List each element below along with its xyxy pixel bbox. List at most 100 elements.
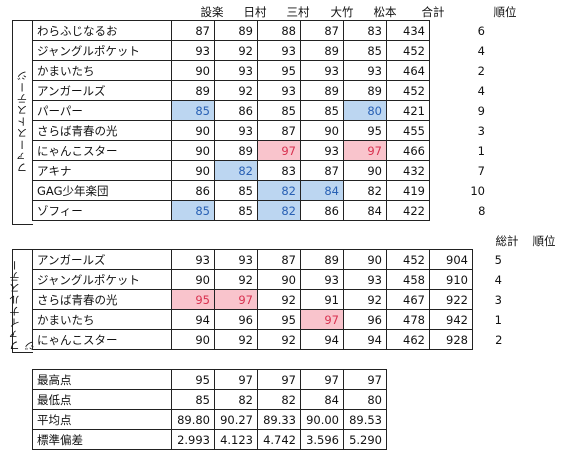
score-cell: 92 <box>214 329 258 350</box>
score-cell: 83 <box>343 20 387 41</box>
table-row: ジャングルポケット 90 92 90 93 93 458 910 4 <box>32 269 509 290</box>
score-cell: 93 <box>257 80 301 101</box>
score-cell: 86 <box>171 180 215 201</box>
score-cell: 87 <box>300 20 344 41</box>
stat-value: 82 <box>214 389 258 410</box>
grand-total-cell: 904 <box>429 249 473 270</box>
score-cell: 82 <box>257 180 301 201</box>
final-stage-frame <box>12 249 33 353</box>
contestant-name: アンガールズ <box>32 80 172 101</box>
score-cell: 93 <box>300 140 344 161</box>
rank-cell: 4 <box>477 43 485 58</box>
stat-value: 95 <box>171 369 215 390</box>
table-row: アンガールズ 89 92 93 89 89 452 4 <box>32 80 492 101</box>
grand-total-cell: 928 <box>429 329 473 350</box>
contestant-name: わらふじなるお <box>32 20 172 41</box>
rank-cell: 5 <box>494 252 502 267</box>
contestant-name: さらば青春の光 <box>32 289 172 310</box>
score-cell: 89 <box>214 20 258 41</box>
judge-name: 大竹 <box>330 5 354 19</box>
score-cell: 92 <box>343 289 387 310</box>
score-cell: 82 <box>257 200 301 221</box>
score-cell: 85 <box>214 180 258 201</box>
score-cell: 90 <box>343 249 387 270</box>
score-cell: 93 <box>343 60 387 81</box>
score-cell: 92 <box>214 80 258 101</box>
stat-value: 89.33 <box>257 409 301 430</box>
stat-value: 97 <box>300 369 344 390</box>
score-cell: 95 <box>257 309 301 330</box>
score-cell: 95 <box>171 289 215 310</box>
score-cell: 93 <box>214 249 258 270</box>
score-cell: 87 <box>171 20 215 41</box>
score-cell: 85 <box>214 200 258 221</box>
stat-value: 4.742 <box>257 429 301 450</box>
table-row: わらふじなるお 87 89 88 87 83 434 6 <box>32 20 492 41</box>
stats-table: 最高点 95 97 97 97 97 最低点 85 82 82 84 80 平均点 89.80 90.27 8… <box>32 369 387 450</box>
score-cell: 89 <box>300 80 344 101</box>
stat-value: 2.993 <box>171 429 215 450</box>
total-cell: 464 <box>386 60 430 81</box>
table-row: にゃんこスター 90 89 97 93 97 466 1 <box>32 140 492 161</box>
stat-value: 5.290 <box>343 429 387 450</box>
contestant-name: アキナ <box>32 160 172 181</box>
score-cell: 87 <box>257 249 301 270</box>
stats-row: 平均点 89.80 90.27 89.33 90.00 89.53 <box>32 409 387 430</box>
judge-name: 設楽 <box>200 5 224 19</box>
score-cell: 96 <box>214 309 258 330</box>
total-cell: 434 <box>386 20 430 41</box>
table-row: さらば青春の光 90 93 87 90 95 455 3 <box>32 120 492 141</box>
score-cell: 84 <box>343 200 387 221</box>
rank-header-final: 順位 <box>532 234 556 248</box>
total-cell: 419 <box>386 180 430 201</box>
score-cell: 94 <box>343 329 387 350</box>
score-cell: 95 <box>257 60 301 81</box>
total-header: 合計 <box>421 5 445 19</box>
judge-name: 松本 <box>373 5 397 19</box>
score-cell: 89 <box>171 80 215 101</box>
grand-total-header: 総計 <box>495 234 519 248</box>
rank-cell: 8 <box>478 203 486 218</box>
score-cell: 82 <box>214 160 258 181</box>
score-cell: 97 <box>257 140 301 161</box>
table-row: GAG少年楽団 86 85 82 84 82 419 10 <box>32 180 492 201</box>
grand-total-cell: 910 <box>429 269 473 290</box>
final-stage-label: ファイナルステージ <box>9 259 36 351</box>
score-cell: 92 <box>257 289 301 310</box>
rank-cell: 2 <box>495 332 503 347</box>
score-cell: 97 <box>214 289 258 310</box>
rank-cell: 6 <box>477 23 485 38</box>
score-cell: 92 <box>214 269 258 290</box>
rank-cell: 7 <box>477 163 485 178</box>
score-cell: 85 <box>171 100 215 121</box>
contestant-name: かまいたち <box>32 60 172 81</box>
stat-value: 89.53 <box>343 409 387 430</box>
score-cell: 93 <box>171 249 215 270</box>
contestant-name: アンガールズ <box>32 249 172 270</box>
total-cell: 422 <box>386 200 430 221</box>
stat-value: 89.80 <box>171 409 215 430</box>
stats-row: 最高点 95 97 97 97 97 <box>32 369 387 390</box>
score-cell: 89 <box>214 140 258 161</box>
judge-name: 日村 <box>243 5 267 19</box>
score-cell: 95 <box>343 120 387 141</box>
score-cell: 91 <box>300 289 344 310</box>
score-cell: 84 <box>300 180 344 201</box>
score-cell: 90 <box>171 329 215 350</box>
score-cell: 90 <box>171 140 215 161</box>
score-cell: 94 <box>300 329 344 350</box>
total-cell: 466 <box>386 140 430 161</box>
score-cell: 90 <box>300 120 344 141</box>
table-row: アキナ 90 82 83 87 90 432 7 <box>32 160 492 181</box>
stats-row: 最低点 85 82 82 84 80 <box>32 389 387 410</box>
score-cell: 93 <box>257 40 301 61</box>
score-cell: 90 <box>343 160 387 181</box>
score-cell: 87 <box>257 120 301 141</box>
stat-value: 4.123 <box>214 429 258 450</box>
score-cell: 89 <box>343 80 387 101</box>
total-cell: 455 <box>386 120 430 141</box>
score-cell: 82 <box>343 180 387 201</box>
score-cell: 93 <box>171 40 215 61</box>
first-stage-frame <box>12 20 33 225</box>
total-cell: 452 <box>386 40 430 61</box>
